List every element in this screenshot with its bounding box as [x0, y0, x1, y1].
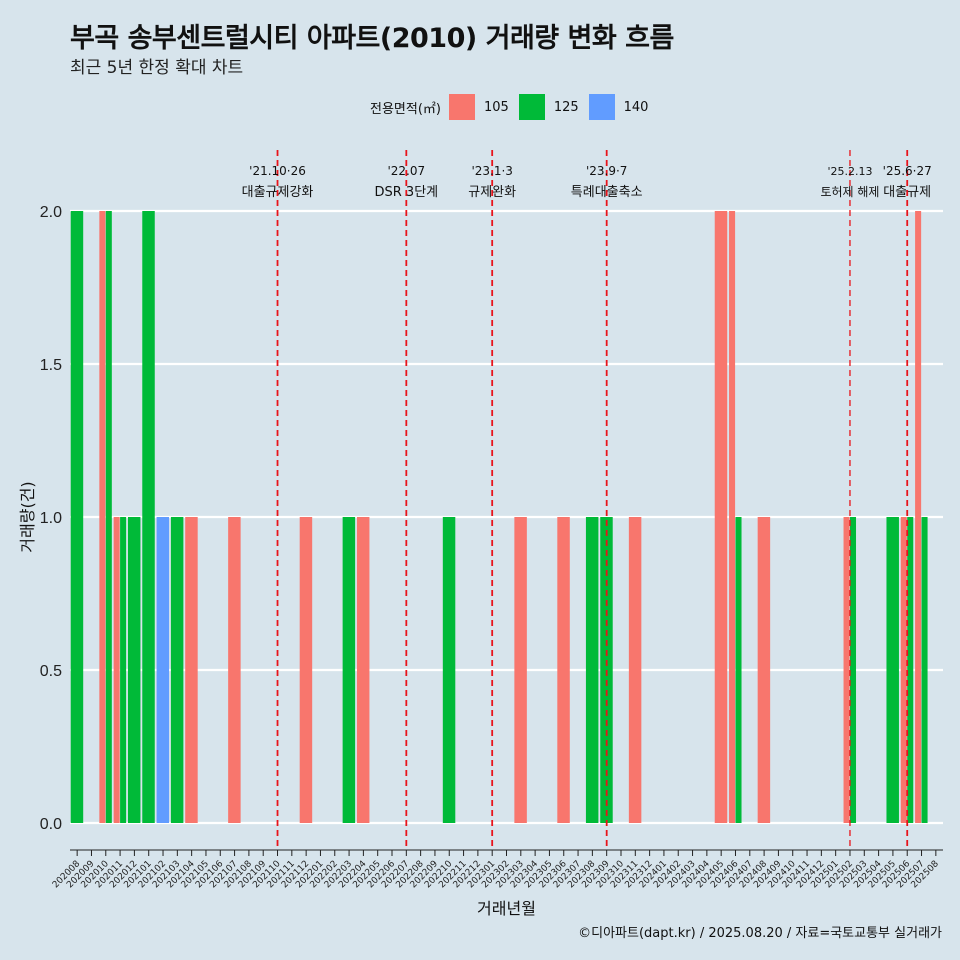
credit-text: ©디아파트(dapt.kr) / 2025.08.20 / 자료=국토교통부 실… — [578, 926, 942, 941]
event-date-3: '23.9·7 — [586, 164, 627, 178]
bar-202102-140 — [156, 517, 170, 823]
bar-202405-105 — [714, 211, 728, 823]
bar-202506-105 — [900, 517, 907, 823]
bar-202010-125 — [105, 211, 112, 823]
x-axis-title: 거래년월 — [477, 899, 536, 918]
bar-202203-125 — [342, 517, 356, 823]
legend-swatch-105 — [448, 94, 475, 120]
bar-202502-105 — [843, 517, 850, 823]
y-tick-label-0.5: 0.5 — [40, 663, 62, 680]
event-date-4: '25.2.13 — [827, 165, 872, 178]
bar-202012-125 — [127, 517, 141, 823]
event-date-0: '21.10·26 — [249, 164, 306, 178]
bar-202507-105 — [915, 211, 922, 823]
event-label-2: 규제완화 — [468, 185, 516, 200]
legend-label-140: 140 — [623, 99, 649, 115]
event-label-0: 대출규제강화 — [242, 185, 314, 200]
y-tick-label-1.0: 1.0 — [40, 510, 62, 527]
y-tick-label-2.0: 2.0 — [40, 204, 62, 221]
legend-title: 전용면적(㎡) — [370, 101, 441, 117]
event-label-3: 특례대출축소 — [571, 185, 643, 200]
bar-202408-105 — [757, 517, 771, 823]
event-label-1: DSR 3단계 — [375, 185, 439, 200]
legend-label-125: 125 — [553, 99, 579, 115]
bar-202507-125 — [921, 517, 928, 823]
bar-202008-125 — [70, 211, 84, 823]
chart-title: 부곡 송부센트럴시티 아파트(2010) 거래량 변화 흐름 — [70, 23, 674, 54]
bar-202502-125 — [849, 517, 857, 823]
bar-202308-125 — [585, 517, 599, 823]
legend-label-105: 105 — [483, 99, 509, 115]
bar-202103-125 — [170, 517, 184, 823]
y-axis-title: 거래량(건) — [18, 481, 37, 552]
bar-202210-125 — [442, 517, 456, 823]
bar-202010-105 — [99, 211, 106, 823]
legend-item-140: 140 — [588, 94, 649, 120]
bar-202104-105 — [185, 517, 198, 823]
bar-202204-105 — [356, 517, 370, 823]
bar-202303-105 — [514, 517, 527, 823]
event-date-2: '23.1·3 — [471, 164, 512, 178]
bar-202406-125 — [735, 517, 742, 823]
legend: 전용면적(㎡) 105 125 140 — [370, 93, 658, 121]
event-date-5: '25.6·27 — [883, 164, 932, 178]
bar-202011-105 — [113, 517, 120, 823]
bar-202107-105 — [228, 517, 241, 823]
event-label-5: 대출규제 — [883, 185, 931, 200]
bar-202101-125 — [142, 211, 155, 823]
chart-subtitle: 최근 5년 한정 확대 차트 — [70, 58, 244, 78]
bar-202306-105 — [557, 517, 570, 823]
bar-202011-125 — [120, 517, 127, 823]
bar-202506-125 — [907, 517, 914, 823]
bar-202505-125 — [886, 517, 899, 823]
legend-swatch-125 — [518, 94, 545, 120]
bar-202112-105 — [299, 517, 313, 823]
legend-item-105: 105 — [448, 94, 509, 120]
bar-202406-105 — [729, 211, 736, 823]
event-date-1: '22.07 — [387, 164, 425, 178]
legend-item-125: 125 — [518, 94, 579, 120]
event-label-4: 토허제 해제 — [820, 185, 879, 199]
y-tick-label-0.0: 0.0 — [40, 816, 62, 833]
bar-202311-105 — [628, 517, 642, 823]
y-tick-label-1.5: 1.5 — [40, 357, 62, 374]
legend-swatch-140 — [588, 94, 615, 120]
